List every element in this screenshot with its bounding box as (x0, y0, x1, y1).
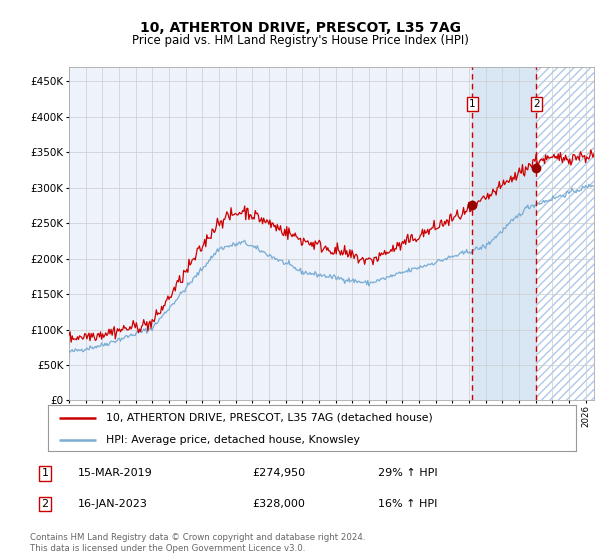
Text: 2: 2 (41, 499, 49, 509)
Text: 10, ATHERTON DRIVE, PRESCOT, L35 7AG: 10, ATHERTON DRIVE, PRESCOT, L35 7AG (139, 21, 461, 35)
Text: £274,950: £274,950 (252, 468, 305, 478)
Text: 1: 1 (469, 99, 476, 109)
Bar (536, 67, 594, 400)
Bar (536, 67, 594, 400)
Text: 29% ↑ HPI: 29% ↑ HPI (378, 468, 437, 478)
Text: Price paid vs. HM Land Registry's House Price Index (HPI): Price paid vs. HM Land Registry's House … (131, 34, 469, 46)
Bar (472, 67, 536, 400)
Text: Contains HM Land Registry data © Crown copyright and database right 2024.
This d: Contains HM Land Registry data © Crown c… (30, 533, 365, 553)
Text: 1: 1 (41, 468, 49, 478)
Text: 2: 2 (533, 99, 540, 109)
Text: 15-MAR-2019: 15-MAR-2019 (78, 468, 153, 478)
Text: 16% ↑ HPI: 16% ↑ HPI (378, 499, 437, 509)
Text: 16-JAN-2023: 16-JAN-2023 (78, 499, 148, 509)
Text: HPI: Average price, detached house, Knowsley: HPI: Average price, detached house, Know… (106, 435, 360, 445)
Text: 10, ATHERTON DRIVE, PRESCOT, L35 7AG (detached house): 10, ATHERTON DRIVE, PRESCOT, L35 7AG (de… (106, 413, 433, 423)
Text: £328,000: £328,000 (252, 499, 305, 509)
